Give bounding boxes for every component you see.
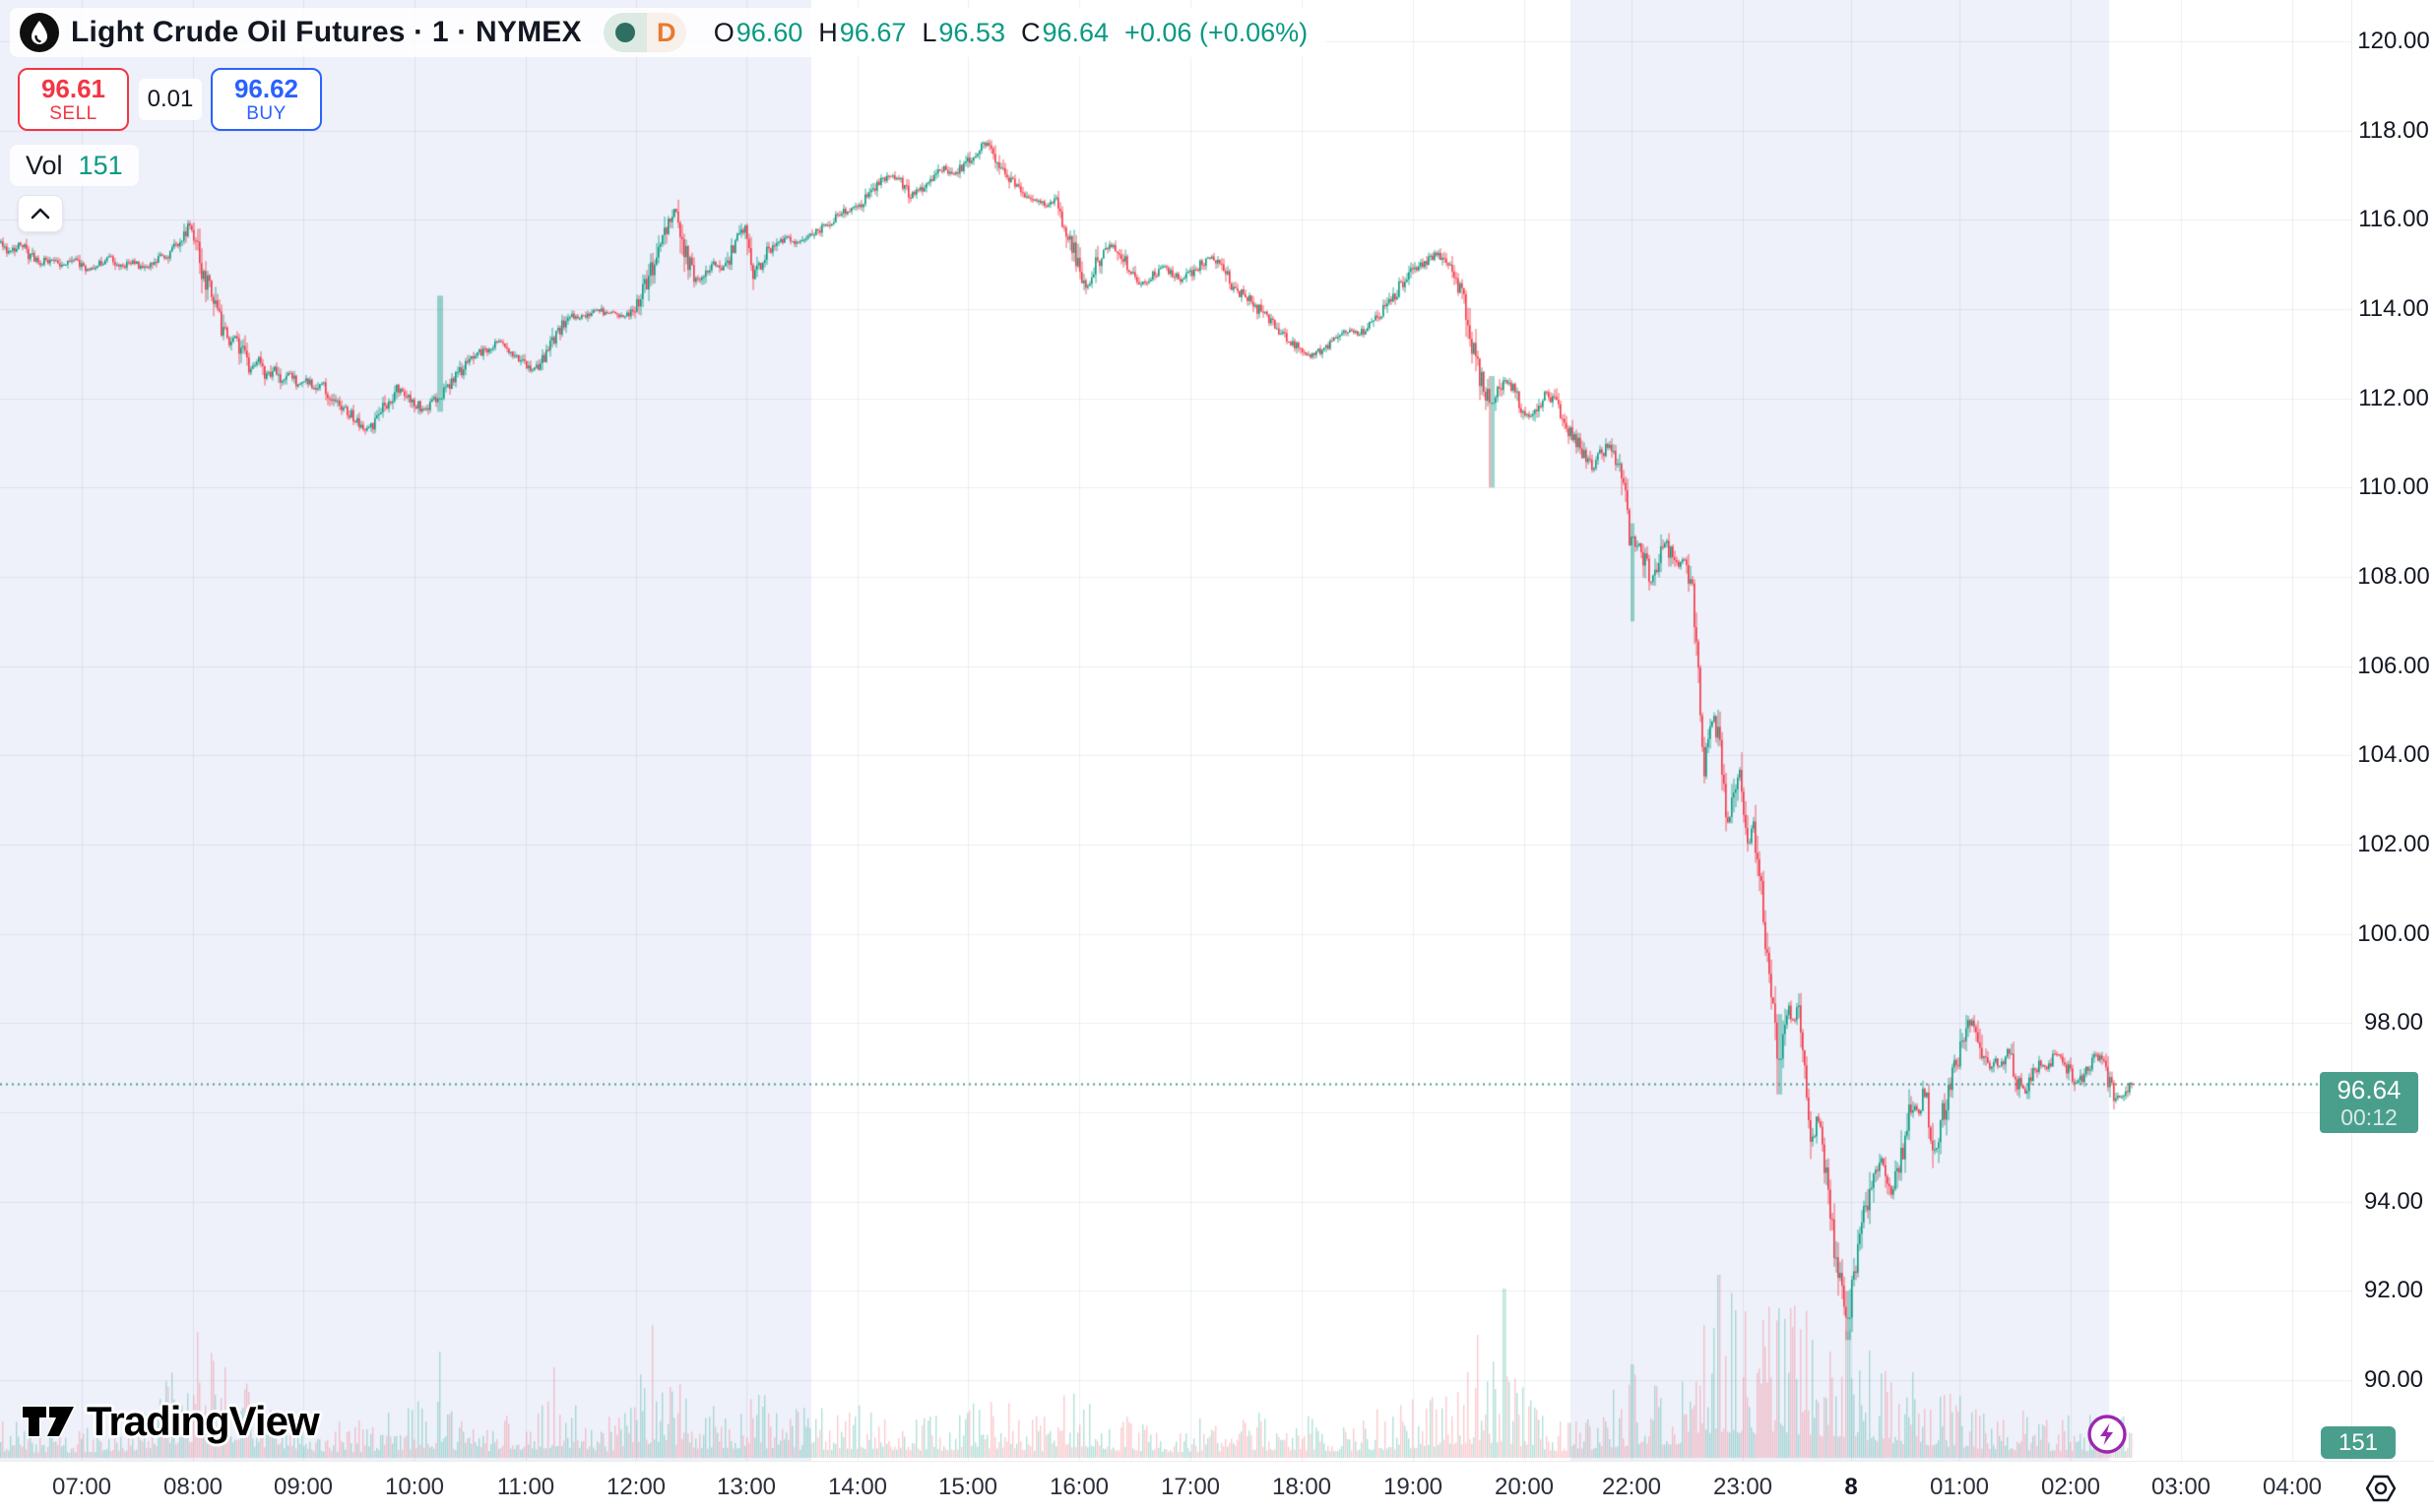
time-tick-label: 16:00	[1049, 1474, 1110, 1500]
time-tick-label: 8	[1844, 1474, 1858, 1500]
time-tick-label: 02:00	[2040, 1474, 2101, 1500]
close-value: 96.64	[1042, 17, 1110, 47]
open-value: 96.60	[736, 17, 803, 47]
time-tick-label: 03:00	[2150, 1474, 2211, 1500]
price-tick-label: 110.00	[2358, 473, 2429, 501]
sell-button[interactable]: 96.61 SELL	[18, 68, 129, 131]
price-tick-label: 90.00	[2363, 1365, 2424, 1393]
price-axis[interactable]: 120.00 118.00 116.00 114.00 112.00 110.00 108.…	[2351, 0, 2434, 1461]
time-tick-label: 23:00	[1712, 1474, 1773, 1500]
buy-label: BUY	[246, 103, 287, 124]
price-tick-label: 106.00	[2357, 652, 2430, 679]
low-label: L	[922, 17, 937, 47]
time-tick-label: 15:00	[937, 1474, 998, 1500]
price-tick-label: 94.00	[2363, 1187, 2424, 1215]
time-tick-label: 09:00	[273, 1474, 334, 1500]
time-tick-label: 01:00	[1929, 1474, 1990, 1500]
change-value: +0.06 (+0.06%)	[1124, 17, 1309, 47]
last-volume-badge: 151	[2321, 1426, 2396, 1459]
time-tick-label: 20:00	[1494, 1474, 1555, 1500]
time-tick-label: 18:00	[1271, 1474, 1332, 1500]
time-tick-label: 11:00	[496, 1474, 555, 1500]
flag-dot-icon	[603, 13, 647, 52]
price-tick-label: 118.00	[2358, 116, 2429, 144]
time-tick-label: 22:00	[1601, 1474, 1662, 1500]
time-tick-label: 17:00	[1160, 1474, 1221, 1500]
price-tick-label: 114.00	[2358, 294, 2429, 322]
tradingview-watermark[interactable]: TradingView	[20, 1398, 320, 1445]
price-tick-label: 120.00	[2357, 28, 2430, 54]
volume-legend: Vol 151	[10, 145, 139, 186]
price-tick-label: 92.00	[2363, 1277, 2424, 1304]
symbol-title[interactable]: Light Crude Oil Futures · 1 · NYMEX	[71, 16, 582, 48]
time-tick-label: 13:00	[716, 1474, 777, 1500]
buy-price: 96.62	[233, 74, 299, 103]
tradingview-brand-text: TradingView	[87, 1398, 320, 1444]
price-tick-label: 100.00	[2357, 919, 2430, 947]
time-tick-label: 10:00	[384, 1474, 445, 1500]
time-tick-label: 07:00	[51, 1474, 112, 1500]
high-label: H	[818, 17, 838, 47]
volume-label: Vol	[26, 150, 63, 180]
chevron-up-icon	[31, 208, 50, 220]
last-price-badge: 96.64 00:12	[2320, 1072, 2418, 1133]
open-label: O	[713, 17, 735, 47]
price-tick-label: 108.00	[2357, 562, 2430, 590]
low-value: 96.53	[938, 17, 1005, 47]
interval-flag-pill[interactable]: D	[603, 13, 686, 52]
bar-countdown: 00:12	[2340, 1104, 2398, 1130]
lightning-icon[interactable]	[2086, 1414, 2128, 1455]
time-axis[interactable]: 07:00 08:00 09:00 10:00 11:00 12:00 13:00 14:00…	[0, 1461, 2434, 1512]
spread-value: 0.01	[139, 79, 202, 120]
high-value: 96.67	[839, 17, 907, 47]
collapse-legend-button[interactable]	[18, 195, 63, 232]
tradingview-logo-icon	[20, 1402, 77, 1441]
oil-drop-icon	[20, 13, 59, 52]
price-tick-label: 104.00	[2357, 741, 2430, 769]
time-tick-label: 04:00	[2262, 1474, 2323, 1500]
volume-value: 151	[78, 150, 123, 180]
last-price-value: 96.64	[2337, 1075, 2402, 1104]
interval-badge: D	[646, 13, 686, 52]
close-label: C	[1020, 17, 1041, 47]
price-tick-label: 112.00	[2358, 384, 2429, 411]
ohlc-values: O 96.60 H 96.67 L 96.53 C 96.64 +0.06 (+0.06…	[714, 18, 1309, 48]
price-tick-label: 98.00	[2363, 1009, 2424, 1037]
price-tick-label: 116.00	[2358, 206, 2429, 233]
time-tick-label: 12:00	[606, 1474, 667, 1500]
sell-price: 96.61	[40, 74, 106, 103]
time-tick-label: 19:00	[1382, 1474, 1443, 1500]
axis-settings-gear-icon[interactable]	[2363, 1472, 2399, 1505]
time-tick-label: 08:00	[162, 1474, 224, 1500]
buy-button[interactable]: 96.62 BUY	[211, 68, 322, 131]
time-tick-label: 14:00	[827, 1474, 888, 1500]
sell-label: SELL	[49, 103, 97, 124]
price-tick-label: 102.00	[2357, 830, 2430, 857]
